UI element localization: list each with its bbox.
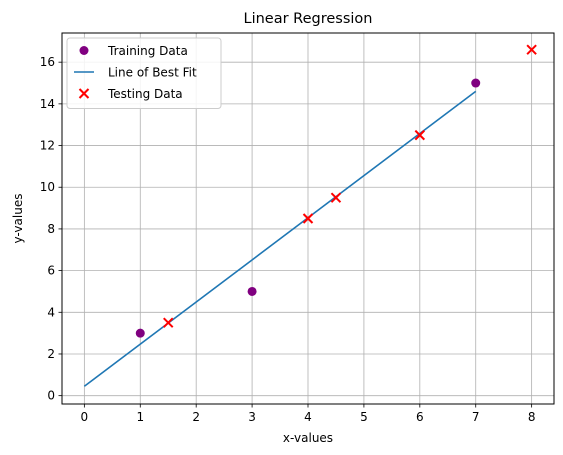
training-data-point (471, 78, 481, 88)
y-tick-label: 6 (47, 264, 55, 278)
x-tick-label: 5 (360, 410, 368, 424)
x-tick-label: 7 (472, 410, 480, 424)
testing-data-point (163, 317, 174, 328)
legend-label: Training Data (107, 44, 188, 58)
testing-data-point (302, 213, 314, 224)
x-tick-label: 1 (136, 410, 144, 424)
x-tick-label: 6 (416, 410, 424, 424)
chart-title: Linear Regression (244, 11, 373, 27)
legend-item: Line of Best Fit (74, 65, 197, 79)
best-fit-line (83, 90, 477, 387)
y-tick-label: 2 (47, 347, 55, 361)
testing-data-point (330, 192, 342, 203)
legend-x-marker (78, 88, 90, 99)
legend-label: Line of Best Fit (108, 65, 197, 79)
y-tick-label: 12 (40, 139, 55, 153)
x-axis-label: x-values (283, 431, 333, 445)
training-data-point (135, 328, 145, 338)
x-tick-label: 3 (248, 410, 256, 424)
x-tick-label: 8 (528, 410, 536, 424)
legend-item: Training Data (79, 44, 188, 58)
y-tick-label: 14 (40, 97, 55, 111)
legend-box (66, 37, 222, 109)
legend: Training Data Line of Best Fit Testing Dat… (66, 37, 222, 109)
y-tick-label: 8 (47, 222, 55, 236)
testing-data-point (414, 129, 426, 141)
legend-item: Testing Data (78, 87, 183, 101)
testing-data-point (526, 44, 537, 55)
y-tick-label: 10 (40, 180, 55, 194)
y-tick-label: 0 (47, 389, 55, 403)
y-tick-label: 16 (40, 55, 55, 69)
plot-data (83, 44, 537, 387)
x-tick-label: 4 (304, 410, 312, 424)
x-tick-label: 2 (192, 410, 200, 424)
y-tick-label: 4 (47, 305, 55, 319)
training-data-point (247, 286, 257, 296)
y-axis-label: y-values (11, 194, 25, 244)
legend-circle-marker (79, 46, 89, 55)
x-tick-label: 0 (81, 410, 89, 424)
legend-label: Testing Data (107, 87, 183, 101)
